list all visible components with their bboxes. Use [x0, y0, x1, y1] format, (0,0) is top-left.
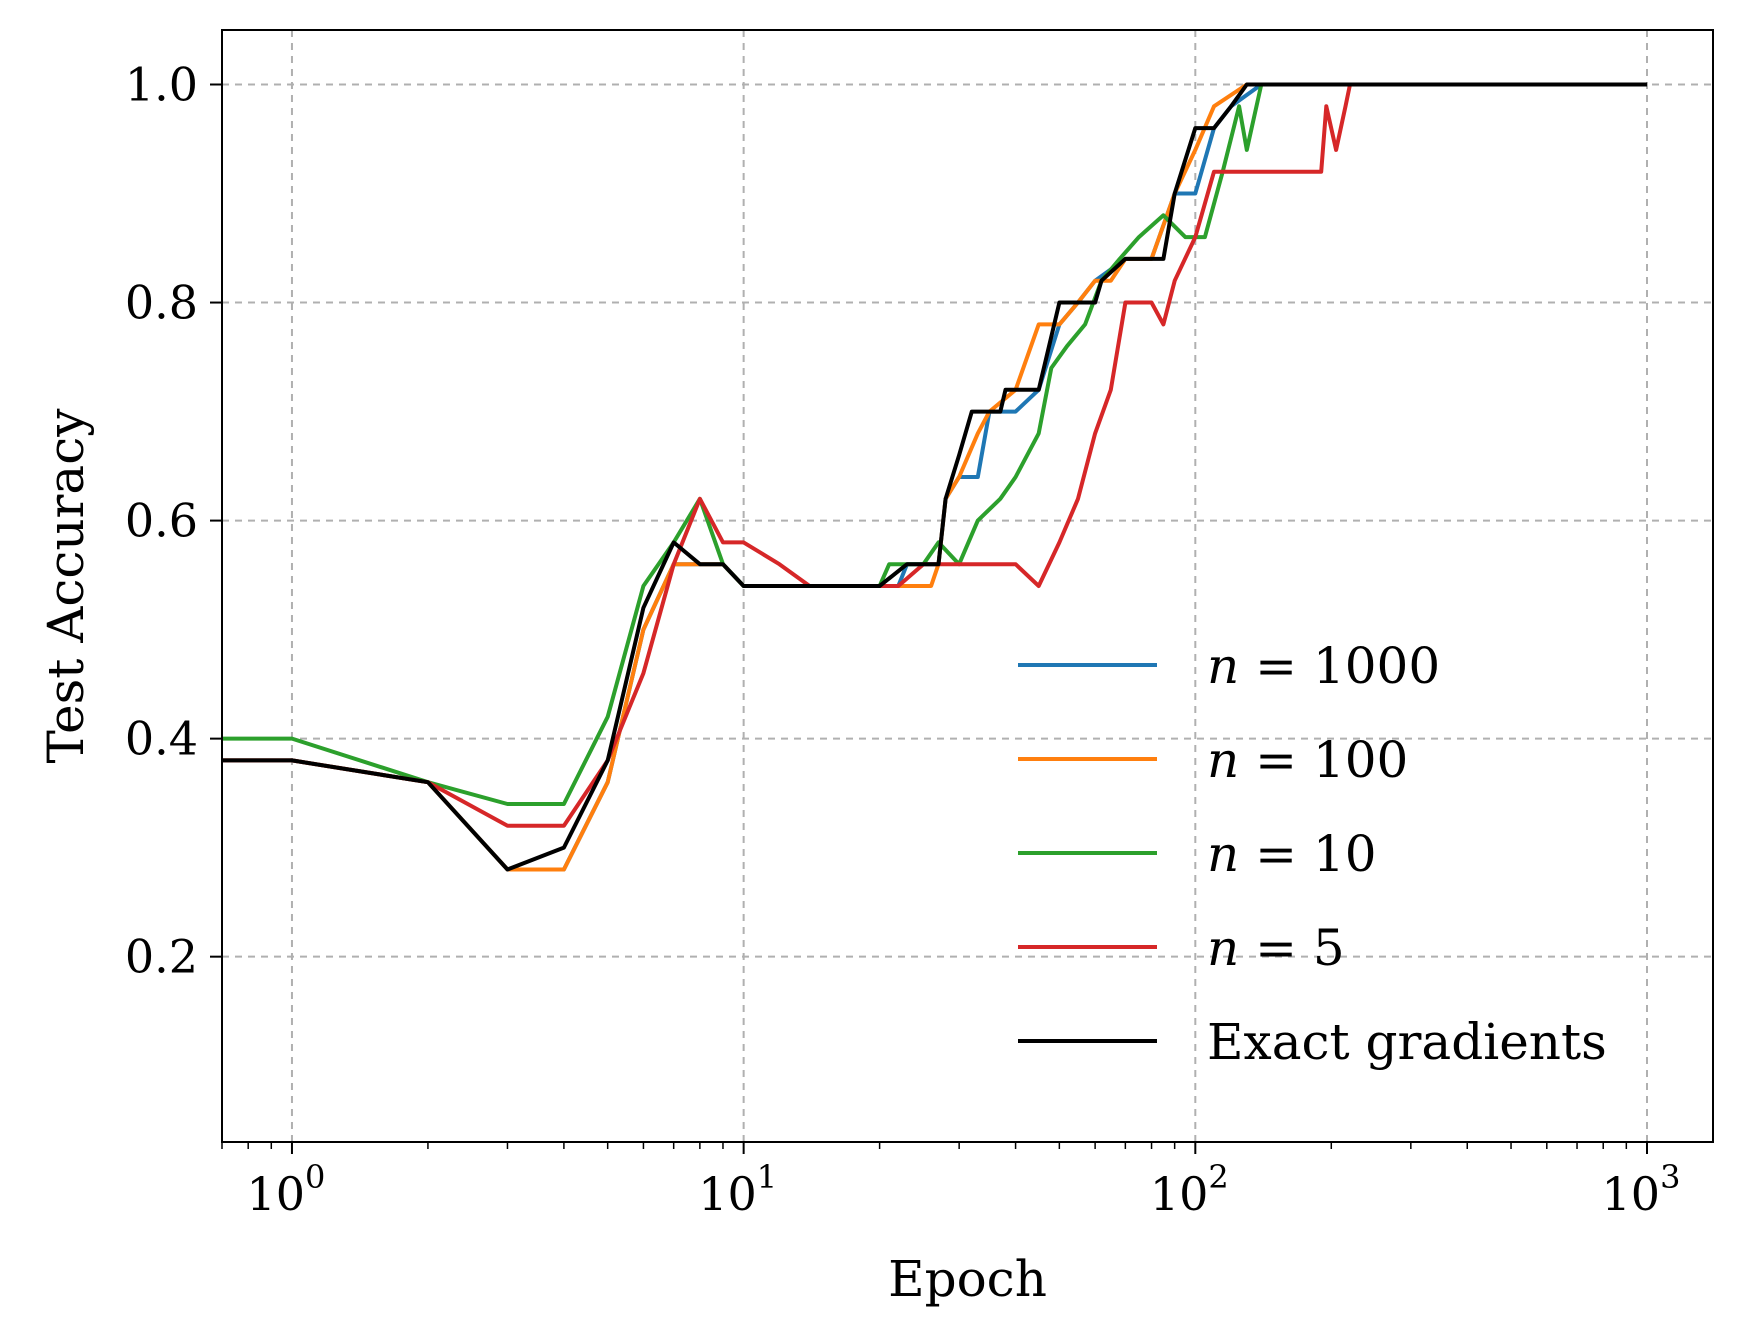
- grid: [222, 30, 1713, 1142]
- plot-lines: [222, 82, 1647, 872]
- x-tick-label-0: 100: [247, 1158, 326, 1221]
- legend-entry-0: n = 1000: [1207, 637, 1440, 695]
- legend-entry-2: n = 10: [1207, 825, 1377, 883]
- x-tick-label-1: 101: [698, 1158, 777, 1221]
- legend-entry-1: n = 100: [1207, 731, 1408, 789]
- y-tick-label-4: 1.0: [125, 58, 198, 112]
- legend: n = 1000 n = 100 n = 10 n = 5 Exact gradient…: [1018, 637, 1607, 1071]
- y-tick-label-2: 0.6: [125, 494, 198, 548]
- y-tick-label-1: 0.4: [125, 712, 198, 766]
- y-axis-label: Test Accuracy: [37, 408, 95, 764]
- series-line-2: [222, 82, 1647, 806]
- x-axis-label: Epoch: [888, 1250, 1047, 1308]
- y-tick-label-3: 0.8: [125, 276, 198, 330]
- x-tick-label-3: 103: [1602, 1158, 1681, 1221]
- ticks: 100 101 102 103 0.2 0.4 0.6 0.8 1.0: [125, 58, 1681, 1221]
- y-tick-label-0: 0.2: [125, 930, 198, 984]
- legend-entry-4: Exact gradients: [1207, 1013, 1607, 1071]
- series-line-1: [222, 82, 1647, 872]
- series-line-3: [222, 82, 1647, 828]
- series-line-4: [222, 82, 1647, 872]
- x-tick-label-2: 102: [1150, 1158, 1229, 1221]
- plot-frame: [221, 29, 1714, 1143]
- series-line-0: [222, 82, 1647, 872]
- legend-entry-3: n = 5: [1207, 919, 1345, 977]
